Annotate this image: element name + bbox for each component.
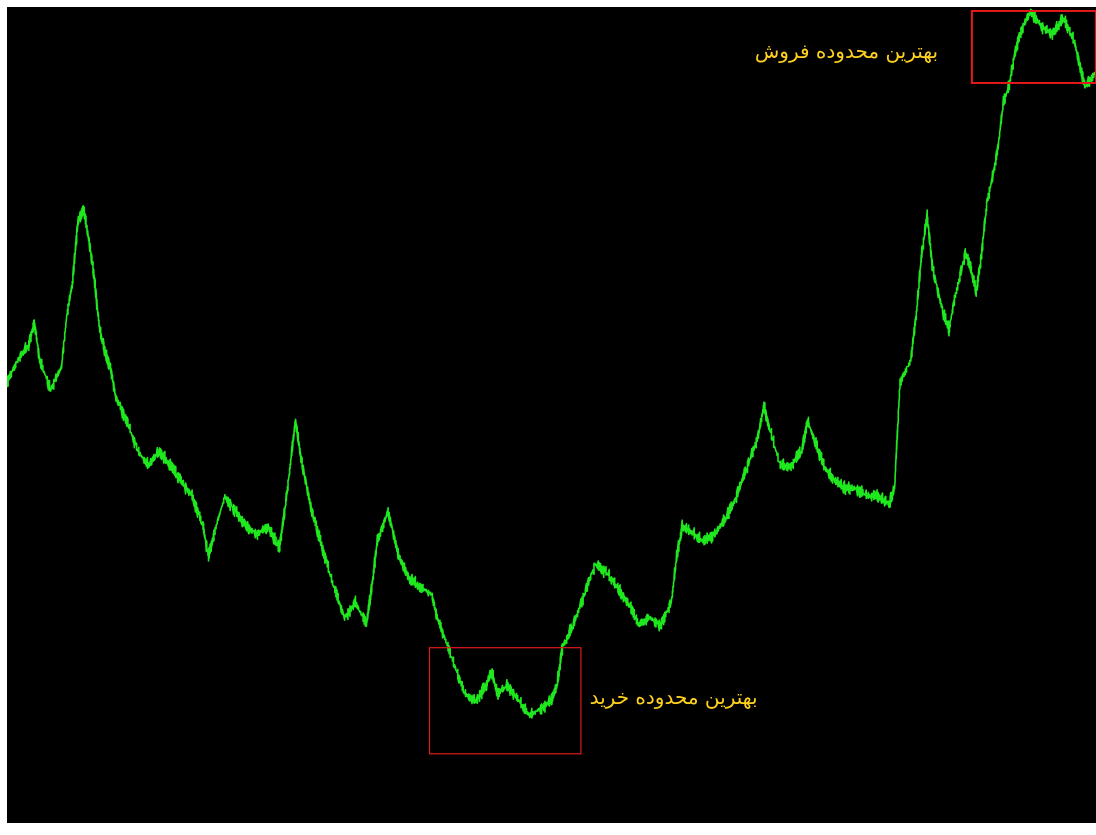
annotation-layer: بهترین محدوده فروش بهترین محدوده خرید (428, 10, 1096, 755)
series-layer (7, 8, 1096, 719)
price-series-line (7, 8, 1096, 719)
chart-frame: بهترین محدوده فروش بهترین محدوده خرید (7, 7, 1096, 823)
sell-zone-label: بهترین محدوده فروش (755, 39, 938, 63)
plot-background (7, 7, 1096, 823)
sell-zone-box (970, 10, 1096, 84)
price-chart: بهترین محدوده فروش بهترین محدوده خرید (7, 7, 1096, 823)
buy-zone-box (428, 647, 582, 755)
buy-zone-label: بهترین محدوده خرید (590, 685, 758, 709)
